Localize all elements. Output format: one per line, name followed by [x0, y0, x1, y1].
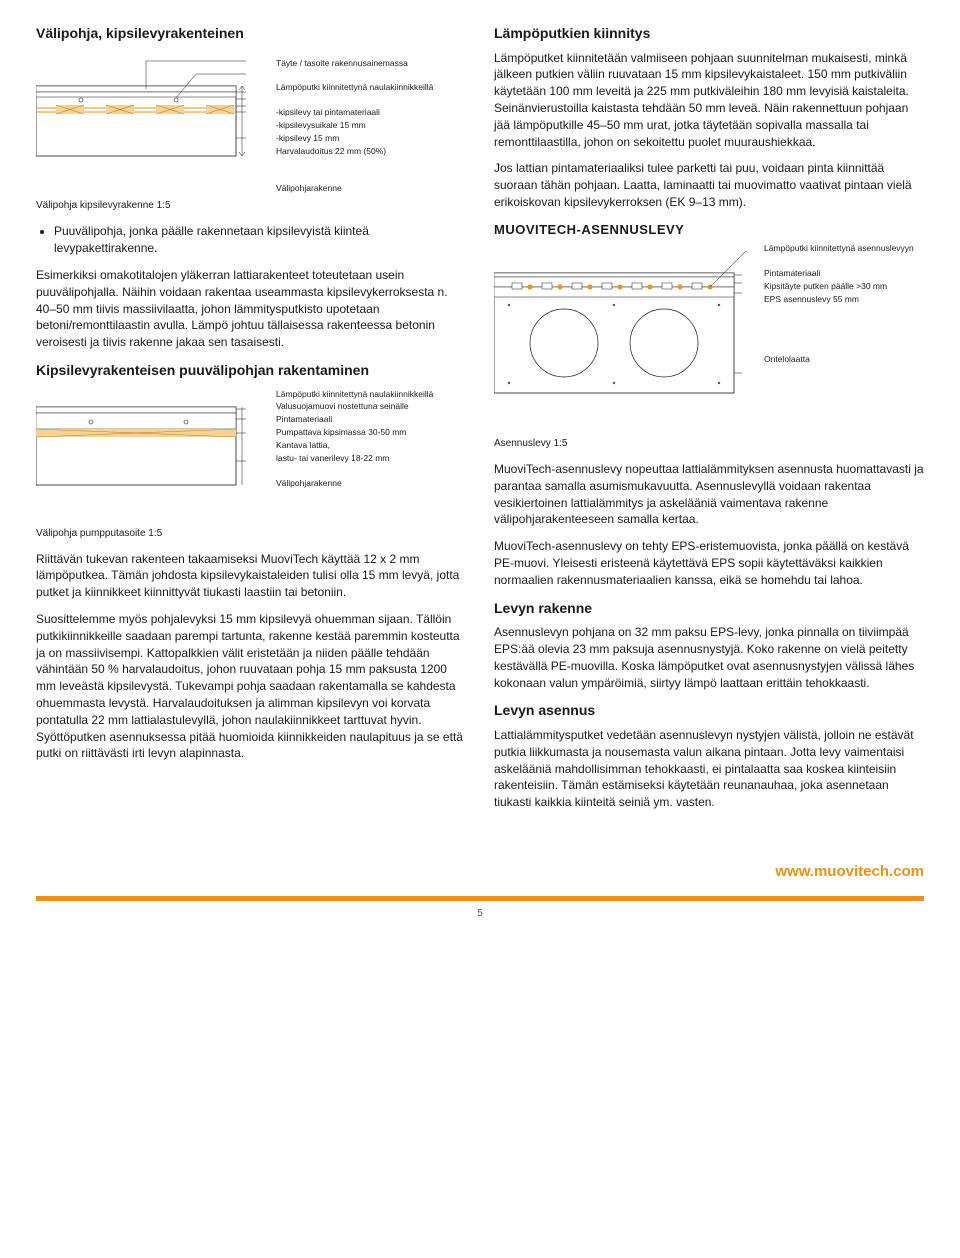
fig2-label-4: Kantava lattia, — [276, 440, 433, 452]
right-para5: Asennuslevyn pohjana on 32 mm paksu EPS-… — [494, 624, 924, 691]
fig3-label-2: Kipsitäyte putken päälle >30 mm — [764, 281, 914, 293]
fig3-label-0: Lämpöputki kiinnitettynä asennuslevyyn — [764, 243, 914, 255]
fig1-label-1: Lämpöputki kiinnitettynä naulakiinnikkei… — [276, 82, 433, 94]
figure-2-svg — [36, 389, 266, 509]
right-sect3: Levyn rakenne — [494, 599, 924, 619]
right-para1: Lämpöputket kiinnitetään valmiiseen pohj… — [494, 50, 924, 151]
fig1-label-4: -kipsilevy 15 mm — [276, 133, 433, 145]
fig3-label-4: Ontelolaatta — [764, 354, 914, 366]
fig1-label-6: Välipohjarakenne — [276, 183, 433, 195]
figure-1-svg — [36, 56, 266, 186]
fig2-label-1: Valusuojamuovi nostettuna seinälle — [276, 401, 433, 413]
fig1-caption: Välipohja kipsilevyrakenne 1:5 — [36, 199, 466, 213]
right-sect1: Lämpöputkien kiinnitys — [494, 24, 924, 44]
left-bullet-list: Puuvälipohja, jonka päälle rakennetaan k… — [36, 223, 466, 257]
left-para3: Suosittelemme myös pohjalevyksi 15 mm ki… — [36, 611, 466, 762]
right-sect4: Levyn asennus — [494, 701, 924, 721]
figure-3-svg — [494, 243, 754, 413]
left-para1: Esimerkiksi omakotitalojen yläkerran lat… — [36, 267, 466, 351]
fig3-caption: Asennuslevy 1:5 — [494, 437, 924, 451]
right-para6: Lattialämmitysputket vedetään asennuslev… — [494, 727, 924, 811]
left-sect2: Kipsilevyrakenteisen puuvälipohjan raken… — [36, 361, 466, 381]
page-number: 5 — [36, 907, 924, 921]
figure-1-labels: Täyte / tasoite rakennusainemassa Lämpöp… — [276, 58, 433, 196]
right-column: Lämpöputkien kiinnitys Lämpöputket kiinn… — [494, 24, 924, 821]
fig3-label-3: EPS asennuslevy 55 mm — [764, 294, 914, 306]
fig3-label-1: Pintamateriaali — [764, 268, 914, 280]
figure-2: Lämpöputki kiinnitettynä naulakiinnikkei… — [36, 389, 466, 541]
figure-2-labels: Lämpöputki kiinnitettynä naulakiinnikkei… — [276, 389, 433, 491]
fig2-label-3: Pumpattava kipsimassa 30-50 mm — [276, 427, 433, 439]
figure-1: Täyte / tasoite rakennusainemassa Lämpöp… — [36, 56, 466, 214]
fig1-label-0: Täyte / tasoite rakennusainemassa — [276, 58, 433, 70]
fig1-label-2: -kipsilevy tai pintamateriaali — [276, 107, 433, 119]
left-bullet-1: Puuvälipohja, jonka päälle rakennetaan k… — [54, 223, 466, 257]
footer: www.muovitech.com 5 — [36, 861, 924, 921]
figure-3-labels: Lämpöputki kiinnitettynä asennuslevyyn P… — [764, 243, 914, 367]
fig1-label-3: -kipsilevysuikale 15 mm — [276, 120, 433, 132]
left-para2: Riittävän tukevan rakenteen takaamiseksi… — [36, 551, 466, 601]
fig2-caption: Välipohja pumpputasoite 1:5 — [36, 527, 466, 541]
figure-3: Lämpöputki kiinnitettynä asennuslevyyn P… — [494, 243, 924, 451]
right-para2: Jos lattian pintamateriaaliksi tulee par… — [494, 160, 924, 210]
footer-url: www.muovitech.com — [36, 861, 924, 882]
right-sect2: MUOVITECH-ASENNUSLEVY — [494, 221, 924, 239]
fig2-label-5: lastu- tai vanerilevy 18-22 mm — [276, 453, 433, 465]
fig2-label-6: Välipohjarakenne — [276, 478, 433, 490]
right-para4: MuoviTech-asennuslevy on tehty EPS-erist… — [494, 538, 924, 588]
left-title: Välipohja, kipsilevyrakenteinen — [36, 24, 466, 44]
fig1-label-5: Harvalaudoitus 22 mm (50%) — [276, 146, 433, 158]
fig2-label-2: Pintamateriaali — [276, 414, 433, 426]
fig2-label-0: Lämpöputki kiinnitettynä naulakiinnikkei… — [276, 389, 433, 401]
right-para3: MuoviTech-asennuslevy nopeuttaa lattialä… — [494, 461, 924, 528]
left-column: Välipohja, kipsilevyrakenteinen — [36, 24, 466, 821]
footer-accent-bar — [36, 896, 924, 901]
